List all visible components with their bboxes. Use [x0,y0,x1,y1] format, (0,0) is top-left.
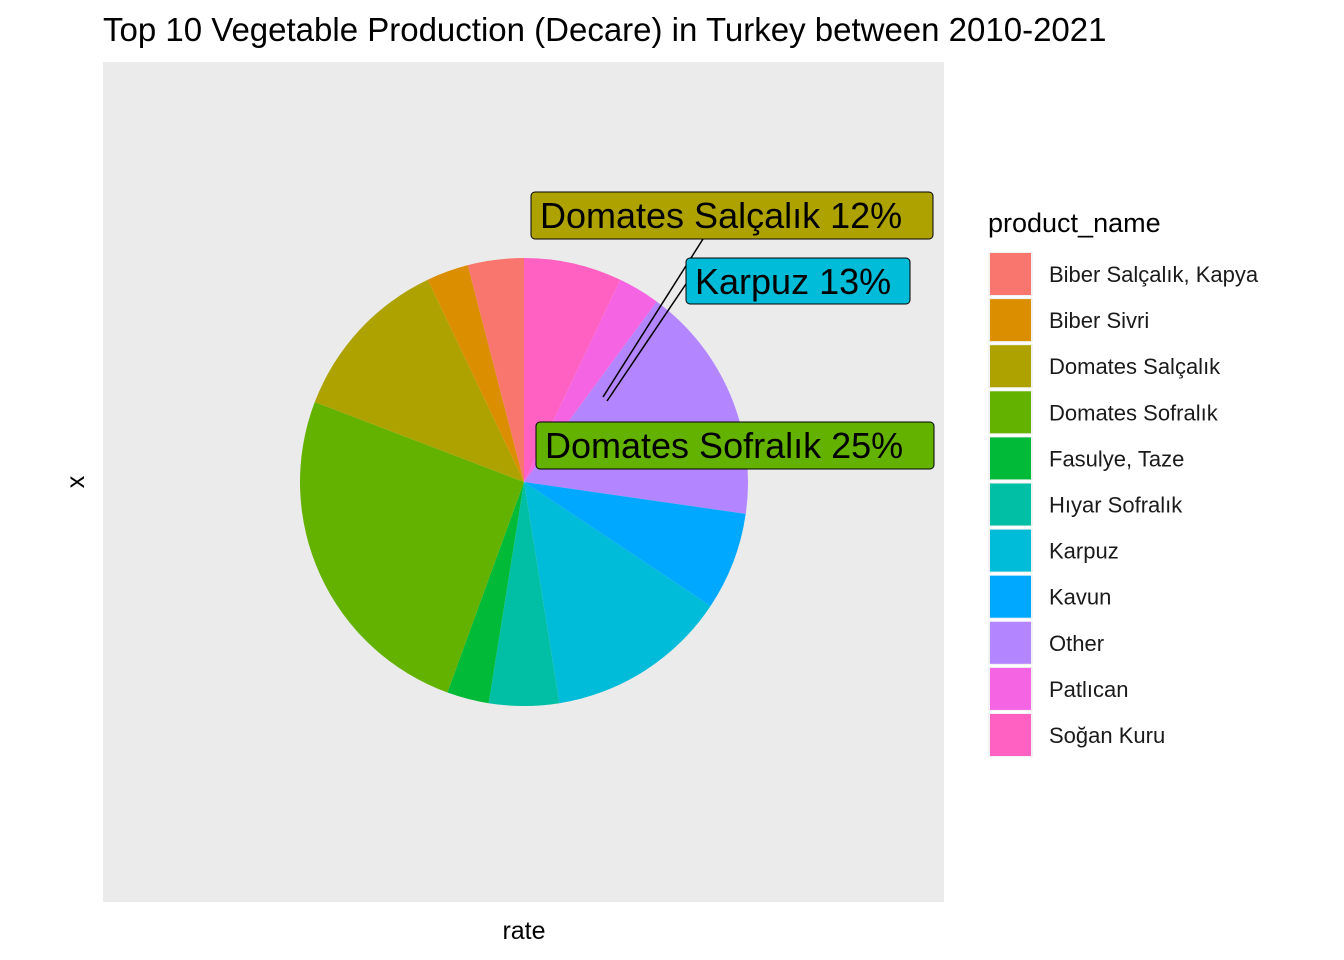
legend-swatch [990,667,1031,710]
legend-swatch [990,575,1031,618]
legend-label: Biber Sivri [1049,308,1149,333]
pie-slice [524,482,711,704]
legend: product_name Biber Salçalık, KapyaBiber … [988,208,1259,757]
x-axis-label: rate [502,917,545,945]
legend-swatch [990,714,1031,756]
legend-swatch [990,299,1031,342]
legend-label: Fasulye, Taze [1049,446,1184,471]
pie-slice [524,482,746,607]
legend-label: Kavun [1049,585,1111,610]
legend-swatch [990,253,1031,295]
callout-box [530,191,934,240]
legend-label: Other [1049,631,1104,656]
legend-swatch [990,529,1031,572]
legend-label: Patlıcan [1049,677,1129,702]
legend-label: Hıyar Sofralık [1049,493,1183,518]
pie-slice [447,482,524,704]
legend-swatch [990,621,1031,664]
callout-labels: Domates Salçalık 12% Karpuz 13% Domates So… [530,191,935,470]
legend-swatch [990,345,1031,388]
legend-label: Domates Sofralık [1049,400,1219,425]
pie-slices [300,258,748,707]
legend-label: Karpuz [1049,539,1119,564]
callout-box [685,257,911,305]
pie-slice [488,482,560,707]
legend-label: Soğan Kuru [1049,723,1165,748]
legend-items: Biber Salçalık, Kapya Biber Sivri Domates … [988,252,1259,757]
legend-swatch [990,483,1031,526]
pie-slice [300,402,524,693]
pie-slice [427,265,524,482]
callout-leader-line [606,280,689,402]
legend-swatch [990,391,1031,434]
y-axis-label: x [62,475,90,488]
legend-label: Biber Salçalık, Kapya [1049,262,1259,287]
pie-slice [467,258,524,482]
legend-title: product_name [988,208,1161,238]
pie-slice [314,279,524,482]
legend-swatch [990,437,1031,480]
callout-label: Domates Salçalık 12% [540,195,902,236]
legend-label: Domates Salçalık [1049,354,1221,379]
callout-label: Domates Sofralık 25% [545,425,903,466]
callout-label: Karpuz 13% [695,261,891,302]
chart-title: Top 10 Vegetable Production (Decare) in … [103,11,1107,48]
callout-box [535,421,935,470]
